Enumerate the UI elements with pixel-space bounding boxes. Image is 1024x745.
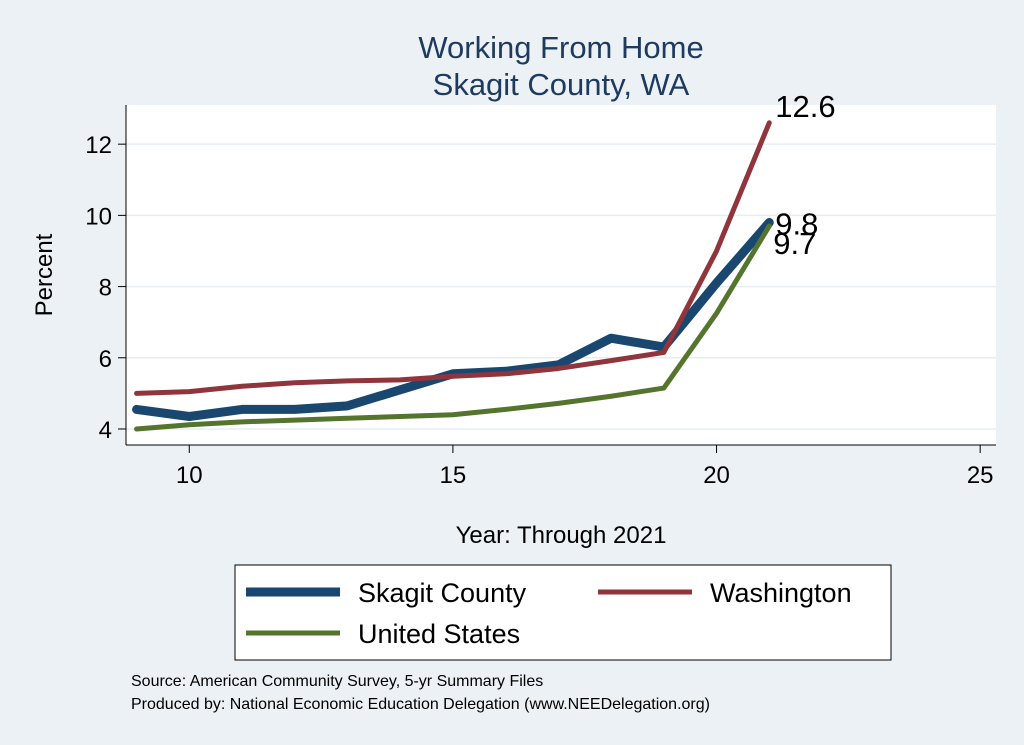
x-tick-label: 25 [967, 462, 994, 489]
x-tick-label: 20 [703, 462, 730, 489]
data-label: 9.7 [773, 226, 816, 261]
y-tick-label: 8 [99, 275, 112, 302]
gridlines [126, 143, 996, 430]
y-tick-label: 12 [85, 132, 112, 159]
series-line-united-states [134, 223, 772, 432]
legend-label: Skagit County [358, 578, 527, 608]
legend [234, 564, 892, 661]
chart-title: Working From Home [418, 30, 703, 65]
y-tick-label: 6 [99, 346, 112, 373]
y-tick-label: 4 [99, 417, 112, 444]
x-axis-label: Year: Through 2021 [456, 522, 667, 549]
legend-label: Washington [710, 578, 852, 608]
chart-subtitle: Skagit County, WA [433, 67, 690, 102]
y-axis-label: Percent [31, 233, 58, 316]
legend-entries: Skagit County Washington United States [246, 578, 852, 649]
x-tick-label: 15 [440, 462, 467, 489]
x-tick-label: 10 [176, 462, 203, 489]
data-label: 12.6 [775, 89, 835, 124]
source-note: Source: American Community Survey, 5-yr … [131, 673, 543, 690]
data-label: 9.8 [775, 206, 818, 241]
series-line-washington [134, 120, 772, 396]
end-labels: 9.8 12.6 9.7 [773, 89, 835, 261]
produced-by-note: Produced by: National Economic Education… [131, 696, 710, 713]
series-lines [132, 120, 774, 432]
y-tick-label: 10 [85, 203, 112, 230]
plot-area [126, 105, 996, 445]
axis-ticks: 4 6 8 10 12 10 15 20 25 [85, 132, 993, 489]
legend-label: United States [358, 619, 520, 649]
